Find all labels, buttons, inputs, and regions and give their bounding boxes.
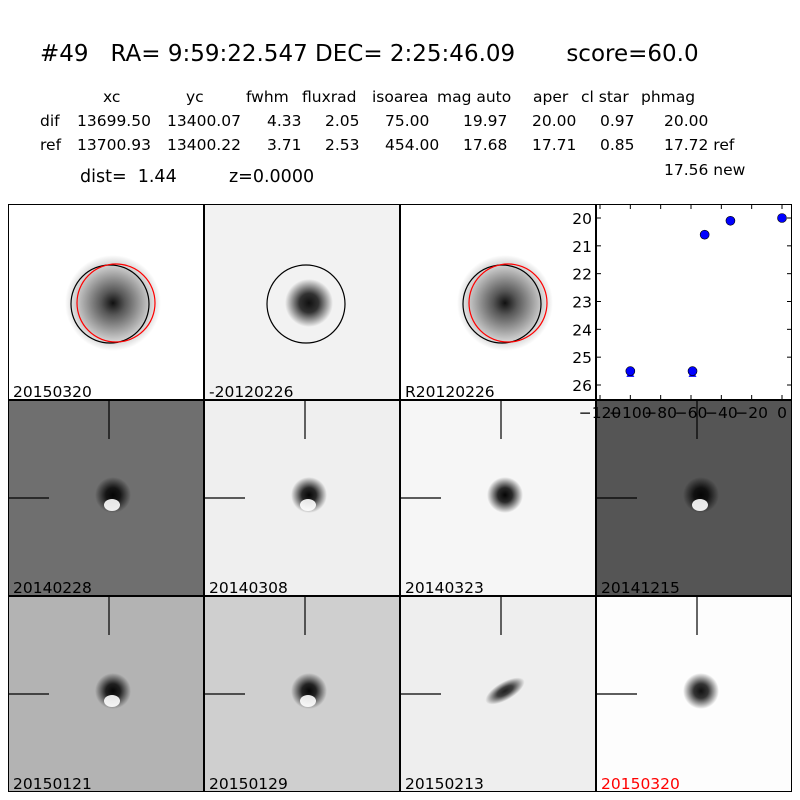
column-header: yc [186, 88, 204, 106]
cutout-panel: R20120226 [400, 204, 596, 400]
y-tick-label: 21 [572, 238, 592, 256]
x-tick-label: −20 [735, 404, 768, 422]
reference-circle [76, 263, 156, 343]
table-cell: 17.71 [532, 136, 577, 154]
table-cell: 13699.50 [77, 112, 151, 130]
table-cell: 75.00 [385, 112, 430, 130]
table-cell: 20.00 [532, 112, 577, 130]
panel-date-label: 20150121 [13, 775, 92, 792]
source-blob [95, 477, 131, 513]
dipole-residual [104, 695, 120, 707]
data-point [625, 366, 636, 376]
panel-date-label: -20120226 [209, 383, 294, 400]
column-header: aper [533, 88, 569, 106]
source-blob [485, 677, 525, 705]
column-header: isoarea [372, 88, 429, 106]
cutout-panel: 20150213 [400, 596, 596, 792]
x-tick-label: −80 [644, 404, 677, 422]
dist-value: dist= 1.44 [80, 167, 177, 187]
table-cell: 0.97 [600, 112, 635, 130]
y-tick-label: 26 [572, 377, 592, 395]
panel-date-label: 20150213 [405, 775, 484, 792]
panel-date-label: 20140308 [209, 579, 288, 596]
reference-circle [468, 263, 548, 343]
x-tick-label: −60 [675, 404, 708, 422]
y-tick-label: 23 [572, 294, 592, 312]
x-tick-label: −40 [705, 404, 738, 422]
y-tick-label: 25 [572, 349, 592, 367]
cutout-panel: 20140323 [400, 400, 596, 596]
source-blob [291, 673, 327, 709]
table-cell: 0.85 [600, 136, 635, 154]
column-header: fwhm [246, 88, 289, 106]
panel-date-label: 20150129 [209, 775, 288, 792]
panel-date-label: 20140228 [13, 579, 92, 596]
phmag-new: 17.56 new [664, 161, 746, 179]
cutout-panel: 20150320 [596, 596, 792, 792]
y-tick-label: 20 [572, 210, 592, 228]
row-label: dif [40, 112, 60, 130]
cutout-panel: 20140228 [8, 400, 204, 596]
table-cell: 13400.07 [167, 112, 241, 130]
table-cell: 2.05 [325, 112, 360, 130]
x-tick-label: −100 [609, 404, 652, 422]
panel-date-label: 20141215 [601, 579, 680, 596]
source-blob [683, 673, 719, 709]
y-tick-label: 22 [572, 266, 592, 284]
column-header: xc [103, 88, 121, 106]
panel-date-label: R20120226 [405, 383, 495, 400]
cutout-panel: 20150121 [8, 596, 204, 792]
source-blob [457, 255, 553, 351]
source-blob [291, 477, 327, 513]
dipole-residual [104, 499, 120, 511]
table-cell: 17.72 ref [664, 136, 735, 154]
source-blob [65, 255, 161, 351]
table-cell: 19.97 [463, 112, 508, 130]
row-label: ref [40, 136, 62, 154]
table-cell: 4.33 [267, 112, 302, 130]
data-point [725, 215, 736, 226]
table-cell: 17.68 [463, 136, 508, 154]
dipole-residual [692, 499, 708, 511]
x-tick-label: 0 [777, 404, 787, 422]
panel-date-label: 20150320 [13, 383, 92, 400]
y-tick-label: 24 [572, 321, 592, 339]
column-header: phmag [641, 88, 696, 106]
cutout-panel: -20120226 [204, 204, 400, 400]
source-blob [487, 477, 523, 513]
table-cell: 454.00 [385, 136, 440, 154]
redshift-value: z=0.0000 [229, 167, 315, 187]
light-curve-chart: 20 21 22 23 24 25 26 −120−100−80−60−40−20 0 [572, 204, 792, 422]
column-header: cl star [581, 88, 629, 106]
dipole-residual [300, 695, 316, 707]
table-cell: 3.71 [267, 136, 302, 154]
table-cell: 13700.93 [77, 136, 151, 154]
cutout-panel: 20141215 [596, 400, 792, 596]
table-cell: 13400.22 [167, 136, 241, 154]
data-point [777, 213, 787, 223]
data-point [687, 366, 698, 376]
source-blob [285, 279, 333, 327]
panel-date-label: 20150320 [601, 775, 680, 792]
cutout-panel: 20150320 [8, 204, 204, 400]
table-cell: 20.00 [664, 112, 709, 130]
page-title: #49 RA= 9:59:22.547 DEC= 2:25:46.09 scor… [40, 41, 699, 67]
cutout-panel: 20150129 [204, 596, 400, 792]
panel-date-label: 20140323 [405, 579, 484, 596]
x-tick-label: −120 [579, 404, 622, 422]
table-cell: 2.53 [325, 136, 360, 154]
dipole-residual [300, 499, 316, 511]
cutout-panel: 20140308 [204, 400, 400, 596]
column-header: fluxrad [302, 88, 357, 106]
source-blob [95, 673, 131, 709]
source-blob [683, 477, 719, 513]
aperture-circle [266, 264, 346, 344]
data-point [699, 229, 710, 240]
column-header: mag auto [437, 88, 512, 106]
